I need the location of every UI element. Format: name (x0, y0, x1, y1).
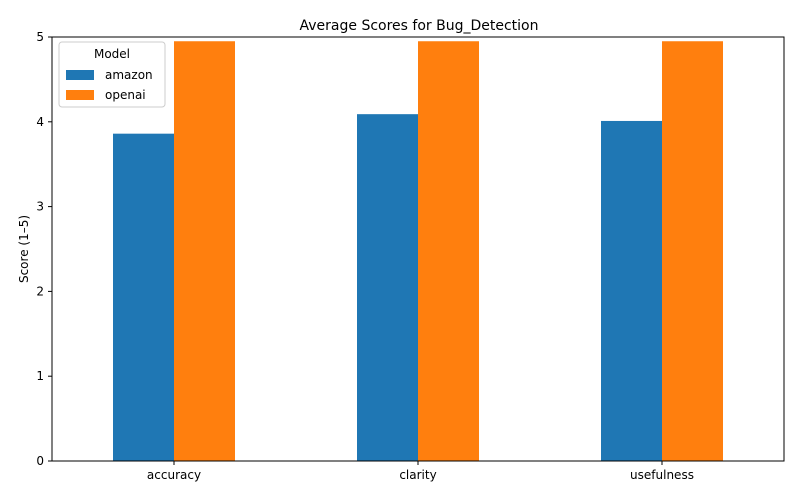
bar-amazon-usefulness (601, 120, 662, 462)
legend-items: amazon openai (66, 68, 153, 102)
x-tick-label-clarity: clarity (399, 468, 436, 482)
y-tick-label-4: 4 (36, 115, 44, 129)
bar-openai-usefulness (662, 41, 723, 462)
bar-openai-clarity (418, 41, 479, 462)
legend-label-amazon: amazon (105, 68, 153, 82)
chart-title: Average Scores for Bug_Detection (300, 18, 539, 34)
x-tick-label-accuracy: accuracy (147, 468, 201, 482)
x-tick-label-usefulness: usefulness (630, 468, 694, 482)
legend-swatch-openai (66, 90, 94, 100)
y-tick-label-2: 2 (36, 284, 44, 298)
legend-title: Model (94, 47, 130, 61)
bar-amazon-clarity (357, 114, 418, 461)
legend-label-openai: openai (105, 88, 146, 102)
bar-amazon-accuracy (113, 133, 174, 461)
y-tick-label-3: 3 (36, 200, 44, 214)
bar-openai-accuracy (174, 41, 235, 462)
bars-layer (113, 41, 723, 462)
y-tick-label-0: 0 (36, 454, 44, 468)
ticks-layer: accuracy clarity usefulness 0 1 2 3 4 5 (36, 30, 694, 482)
plot-frame (51, 36, 785, 462)
y-tick-label-5: 5 (36, 30, 44, 44)
legend-swatch-amazon (66, 70, 94, 80)
y-axis-label: Score (1–5) (17, 215, 31, 283)
y-tick-label-1: 1 (36, 369, 44, 383)
legend: Model amazon openai (58, 41, 166, 108)
